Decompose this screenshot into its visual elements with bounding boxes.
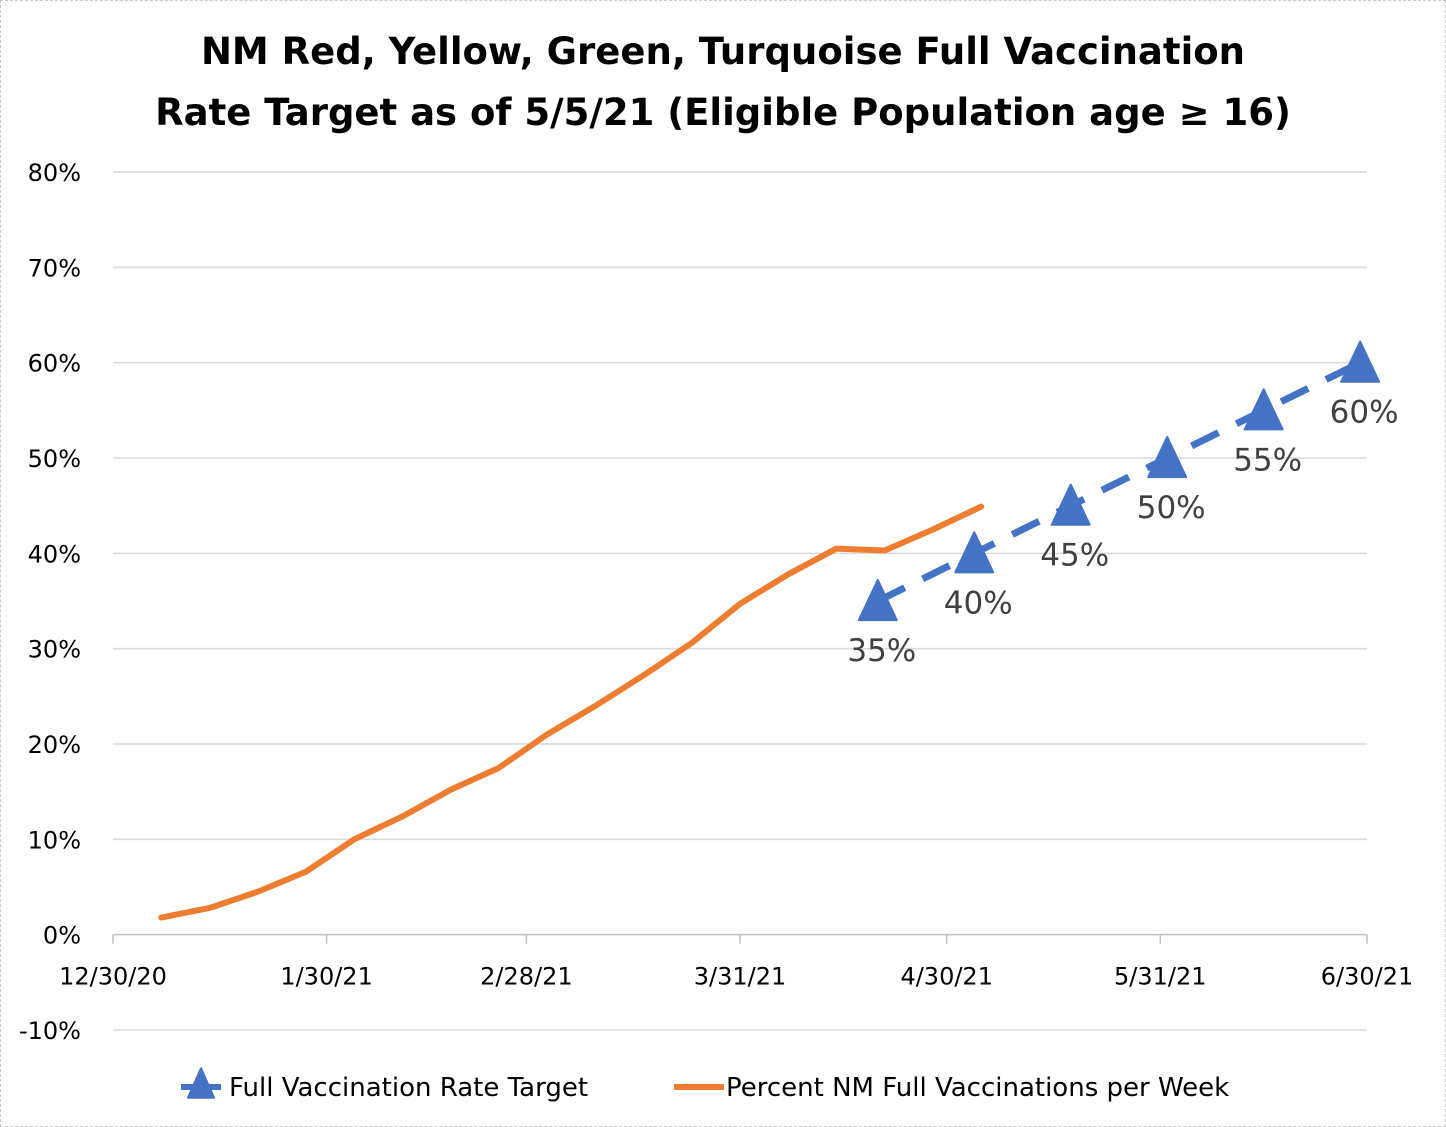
y-tick-label: 70%	[28, 254, 81, 282]
y-tick-label: 20%	[28, 731, 81, 759]
legend: Full Vaccination Rate Target Percent NM F…	[181, 1067, 1229, 1103]
target-data-label: 55%	[1233, 442, 1302, 478]
x-tick-label: 3/31/21	[694, 963, 787, 991]
chart-title-line-1: NM Red, Yellow, Green, Turquoise Full Va…	[201, 30, 1245, 73]
actual-vaccination-line	[158, 503, 985, 921]
y-tick-label: 80%	[28, 159, 81, 187]
y-tick-label: 30%	[28, 636, 81, 664]
y-tick-label: 60%	[28, 350, 81, 378]
x-tick-label: 1/30/21	[280, 963, 373, 991]
legend-label-actual: Percent NM Full Vaccinations per Week	[726, 1073, 1229, 1103]
y-tick-label: 40%	[28, 540, 81, 568]
target-data-label: 50%	[1137, 490, 1206, 526]
legend-label-target: Full Vaccination Rate Target	[229, 1073, 588, 1103]
target-marker-55pct	[1243, 388, 1284, 431]
x-tick-label: 2/28/21	[480, 963, 573, 991]
series-layer	[158, 340, 1381, 921]
target-marker-40pct	[954, 531, 995, 574]
y-tick-label: 10%	[28, 826, 81, 854]
target-marker-50pct	[1147, 435, 1188, 479]
y-axis-tick-labels: 80% 70% 60% 50% 40% 30% 20% 10% 0% -10%	[19, 159, 81, 1045]
x-tick-label: 6/30/21	[1321, 963, 1414, 991]
target-data-label: 35%	[847, 633, 916, 669]
target-marker-45pct	[1050, 483, 1091, 526]
x-axis-tick-labels: 12/30/20 1/30/21 2/28/21 3/31/21 4/30/21 5/31…	[59, 963, 1413, 991]
x-axis	[112, 933, 1368, 944]
chart-title-line-2: Rate Target as of 5/5/21 (Eligible Popul…	[155, 91, 1291, 134]
y-tick-label: 50%	[28, 445, 81, 473]
target-dashed-line	[876, 359, 1362, 605]
x-tick-label: 4/30/21	[900, 963, 993, 991]
target-data-label: 45%	[1040, 538, 1109, 574]
target-marker-35pct	[857, 578, 898, 622]
y-tick-label: 0%	[43, 922, 81, 950]
legend-target-triangle-icon	[187, 1067, 215, 1099]
data-labels: 35% 40% 45% 50% 55% 60%	[847, 395, 1398, 669]
x-tick-label: 5/31/21	[1114, 963, 1207, 991]
target-data-label: 60%	[1330, 395, 1399, 431]
x-tick-label: 12/30/20	[59, 963, 167, 991]
target-marker-60pct	[1340, 340, 1381, 383]
target-data-label: 40%	[944, 585, 1013, 621]
y-tick-label: -10%	[19, 1017, 81, 1045]
